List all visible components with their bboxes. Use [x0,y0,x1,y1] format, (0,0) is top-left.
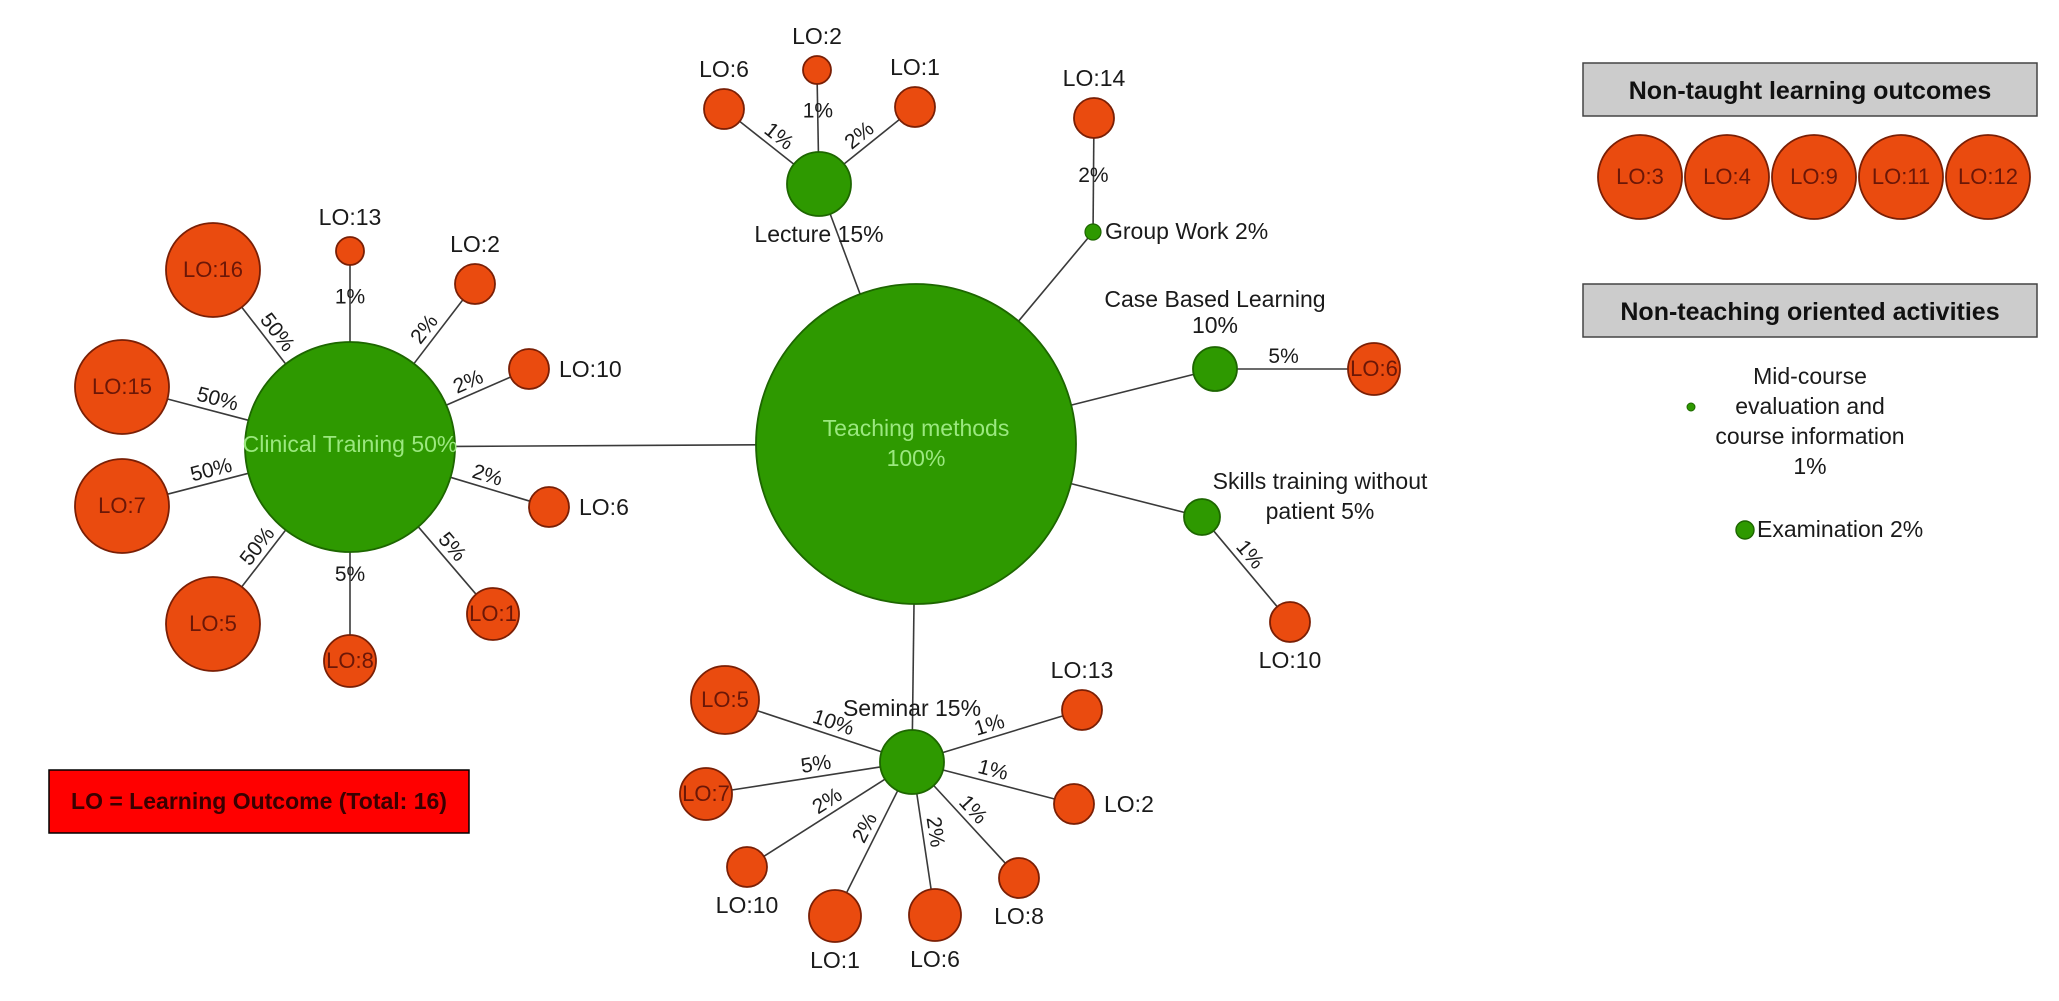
svg-text:2%: 2% [922,815,949,848]
svg-text:1%: 1% [803,99,833,122]
svg-text:LO:5: LO:5 [189,611,237,636]
svg-text:LO:2: LO:2 [450,231,500,257]
svg-text:LO:16: LO:16 [183,257,243,282]
svg-text:Lecture 15%: Lecture 15% [754,221,883,247]
svg-text:Mid-course: Mid-course [1753,363,1867,389]
svg-text:Clinical Training 50%: Clinical Training 50% [243,431,458,457]
svg-text:LO:2: LO:2 [792,23,842,49]
svg-text:course information: course information [1715,423,1904,449]
svg-text:LO:10: LO:10 [1259,647,1322,673]
svg-text:LO:9: LO:9 [1790,164,1838,189]
svg-text:LO:7: LO:7 [98,493,146,518]
svg-text:LO:6: LO:6 [1350,356,1398,381]
svg-text:2%: 2% [1078,164,1108,187]
svg-text:5%: 5% [799,751,833,778]
svg-text:LO:1: LO:1 [810,947,860,973]
svg-text:LO:6: LO:6 [579,494,629,520]
svg-text:LO:1: LO:1 [469,601,517,626]
svg-text:LO = Learning Outcome (Total:: LO = Learning Outcome (Total: 16) [71,788,447,814]
svg-text:LO:5: LO:5 [701,687,749,712]
svg-text:LO:6: LO:6 [699,56,749,82]
svg-text:LO:7: LO:7 [682,781,730,806]
svg-text:LO:10: LO:10 [716,892,779,918]
svg-text:Non-taught learning outcomes: Non-taught learning outcomes [1629,77,1992,105]
svg-text:5%: 5% [1268,345,1298,368]
svg-text:LO:12: LO:12 [1958,164,2018,189]
svg-text:LO:2: LO:2 [1104,791,1154,817]
svg-text:LO:15: LO:15 [92,374,152,399]
svg-text:LO:3: LO:3 [1616,164,1664,189]
svg-text:Non-teaching oriented activiti: Non-teaching oriented activities [1620,298,1999,326]
svg-text:LO:13: LO:13 [1051,657,1114,683]
svg-text:LO:13: LO:13 [319,204,382,230]
svg-text:LO:8: LO:8 [326,648,374,673]
svg-text:LO:4: LO:4 [1703,164,1751,189]
svg-text:LO:6: LO:6 [910,946,960,972]
svg-text:LO:11: LO:11 [1872,164,1930,189]
svg-text:Group Work 2%: Group Work 2% [1105,218,1268,244]
svg-text:LO:8: LO:8 [994,903,1044,929]
svg-text:LO:1: LO:1 [890,54,940,80]
svg-text:1%: 1% [1793,453,1826,479]
svg-text:evaluation and: evaluation and [1735,393,1885,419]
svg-text:LO:10: LO:10 [559,356,622,382]
svg-text:LO:14: LO:14 [1063,65,1126,91]
svg-text:Examination 2%: Examination 2% [1757,516,1923,542]
svg-text:Seminar 15%: Seminar 15% [843,695,981,721]
svg-text:1%: 1% [335,286,365,309]
svg-text:5%: 5% [335,563,365,586]
